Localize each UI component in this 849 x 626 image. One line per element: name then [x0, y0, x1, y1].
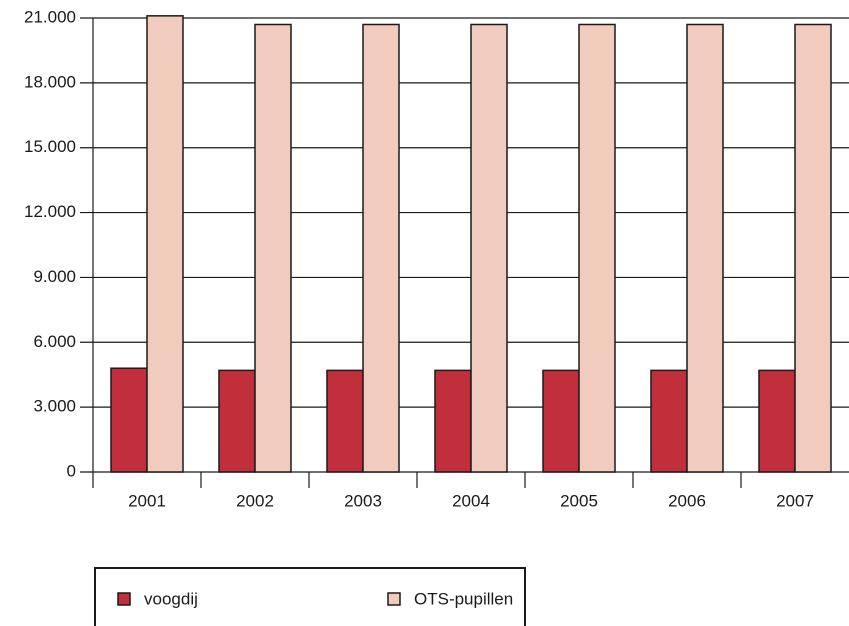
legend-box	[94, 567, 526, 626]
x-tick-label: 2006	[668, 491, 706, 510]
x-tick-label: 2003	[344, 491, 382, 510]
y-tick-label: 21.000	[24, 7, 76, 26]
bar	[542, 369, 580, 473]
bar	[362, 23, 400, 473]
bar	[650, 369, 688, 473]
bar	[254, 23, 292, 473]
y-tick-label: 15.000	[24, 137, 76, 156]
bar	[686, 23, 724, 473]
y-tick-label: 0	[67, 461, 76, 480]
bar	[758, 369, 796, 473]
y-tick-label: 3.000	[33, 397, 76, 416]
x-tick-label: 2005	[560, 491, 598, 510]
legend-swatch	[387, 592, 401, 606]
legend-label: OTS-pupillen	[414, 589, 513, 608]
bar	[110, 367, 148, 473]
bar	[434, 369, 472, 473]
y-tick-label: 18.000	[24, 72, 76, 91]
y-tick-label: 6.000	[33, 332, 76, 351]
x-tick-label: 2002	[236, 491, 274, 510]
bar	[218, 369, 256, 473]
bar	[794, 23, 832, 473]
bar	[146, 15, 184, 473]
bar	[578, 23, 616, 473]
x-tick-label: 2004	[452, 491, 490, 510]
x-tick-label: 2007	[776, 491, 814, 510]
bar	[470, 23, 508, 473]
y-tick-label: 12.000	[24, 202, 76, 221]
legend-swatch	[117, 592, 131, 606]
y-tick-label: 9.000	[33, 267, 76, 286]
x-tick-label: 2001	[128, 491, 166, 510]
legend-label: voogdij	[144, 589, 198, 608]
bar	[326, 369, 364, 473]
